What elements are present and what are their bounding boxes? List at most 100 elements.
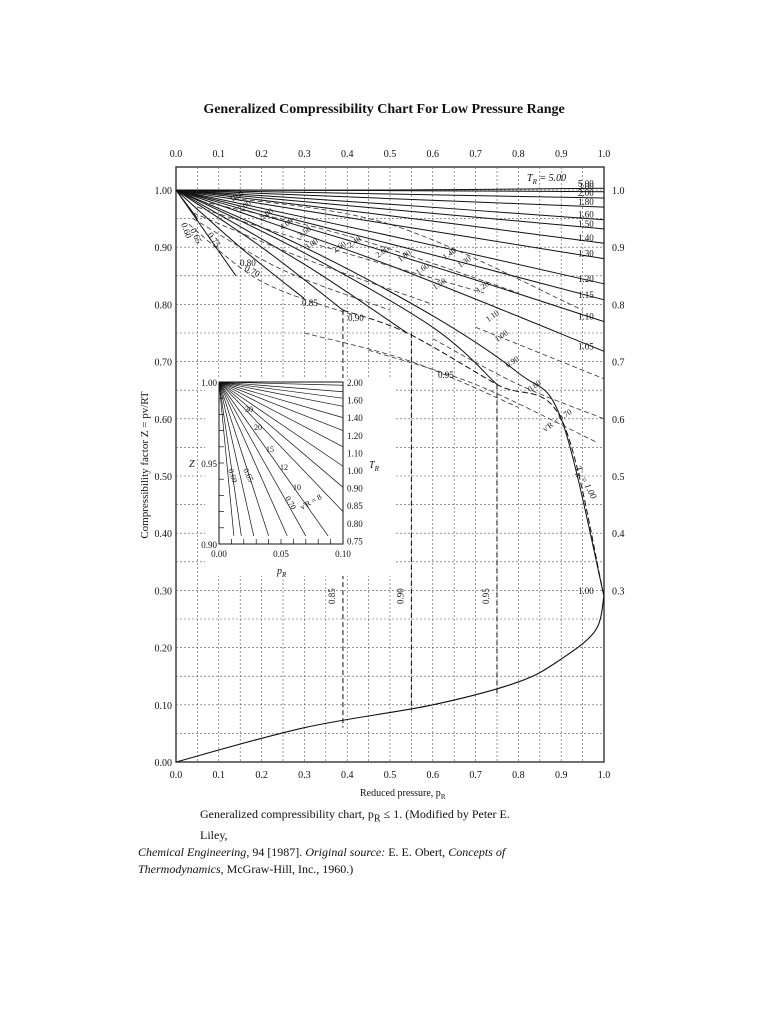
isotherm-tr-1-40: [175, 189, 605, 244]
isotherm-tr-1-80: [175, 189, 605, 208]
x-tick-label-top: 0.4: [341, 149, 354, 160]
saturation-liquid-line: [175, 595, 605, 763]
y-tick-label-right: 0.9: [612, 243, 625, 254]
inset-frame: [218, 381, 344, 545]
inset-x-tick-label: 0.05: [273, 549, 289, 559]
fan-tr-label: 0.95: [438, 370, 454, 380]
x-tick-label-top: 0.2: [255, 149, 268, 160]
isotherm-label: 3.00: [578, 182, 594, 192]
inset-curve: [218, 381, 255, 536]
ideal-volume-line: [432, 338, 605, 420]
x-tick-label-bottom: 0.4: [341, 770, 354, 781]
inset-curve: [218, 381, 344, 393]
ideal-volume-line: [475, 326, 605, 380]
ideal-volume-label: 2.60: [331, 239, 348, 254]
x-tick-label-top: 0.5: [384, 149, 397, 160]
x-tick-label-bottom: 0.1: [213, 770, 226, 781]
isotherm-label: 1.15: [578, 290, 594, 300]
isotherm-tr-0-90: [175, 189, 408, 334]
inset-right-tick-label: 1.00: [347, 466, 363, 476]
y-tick-label-left: 0.10: [155, 701, 173, 712]
isotherm-tr-1-15: [175, 189, 605, 301]
inset-curve: [218, 381, 344, 407]
ideal-volume-line: [192, 212, 433, 305]
x-tick-label-bottom: 1.0: [598, 770, 611, 781]
x-tick-label-top: 1.0: [598, 149, 611, 160]
y-tick-label-right: 0.7: [612, 358, 625, 369]
y-tick-label-left: 0.30: [155, 586, 173, 597]
ideal-volume-line: [188, 224, 356, 317]
isotherm-tr-0-85: [175, 189, 344, 311]
ideal-volume-label: 1.40: [441, 246, 458, 261]
inset-y-tick-label: 0.95: [201, 459, 217, 469]
isotherm-label: 1.10: [578, 312, 594, 322]
inset-right-tick-label: 2.00: [347, 378, 363, 388]
isotherm-tr-1-00: [175, 189, 605, 597]
isotherm-tr-2-00: [175, 189, 605, 199]
fan-tr-label: 0.90: [348, 313, 364, 323]
inset-curve: [218, 381, 307, 537]
y-tick-label-left: 0.00: [155, 758, 173, 769]
inset-curve: [218, 381, 344, 488]
ideal-volume-label: 1.80: [396, 248, 413, 263]
isotherm-tr-3-00: [175, 189, 605, 193]
isotherm-label: 1.20: [578, 274, 594, 284]
inset-y-tick-label: 0.90: [201, 540, 217, 550]
ideal-volume-label: 1.50: [431, 276, 448, 291]
ideal-volume-label: 1.60: [414, 261, 431, 276]
tr-100-label-sub: R: [572, 470, 582, 479]
isotherm-tr-1-50: [175, 189, 605, 230]
inset-curve: [218, 381, 344, 512]
isotherm-label: 2.00: [578, 188, 594, 198]
tr-100-label-value: = 1.00: [578, 472, 599, 500]
isotherm-label: 1.00: [578, 586, 594, 596]
inset-curve-label: 0.60: [226, 468, 239, 484]
x-tick-label-bottom: 0.8: [512, 770, 525, 781]
inset-curve: [218, 381, 344, 448]
x-tick-label-bottom: 0.7: [469, 770, 482, 781]
isotherm-label: 1.80: [578, 197, 594, 207]
inset-curve-label: 30: [245, 405, 253, 414]
x-tick-label-top: 0.9: [555, 149, 568, 160]
ideal-volume-label: 3.50: [296, 224, 313, 239]
inset-curve-label: 20: [254, 423, 262, 432]
figure-caption: Generalized compressibility chart, pR ≤ …: [138, 806, 518, 878]
ideal-volume-label: 5.00: [258, 206, 275, 221]
tr-top-label-value: = 5.00: [537, 173, 566, 184]
x-tick-label-bottom: 0.2: [255, 770, 268, 781]
tie-line-label: 0.85: [327, 588, 337, 604]
ideal-volume-line: [197, 206, 485, 294]
isotherm-tr-1-60: [175, 189, 605, 221]
isotherm-tr-0-95: [175, 189, 498, 385]
inset-x-axis-label-sub: R: [281, 571, 287, 579]
inset-x-axis-label: pR: [276, 566, 287, 579]
inset-right-tick-label: 1.20: [347, 431, 363, 441]
y-tick-label-left: 0.70: [155, 358, 173, 369]
inset-curve: [218, 381, 344, 431]
inset-right-tick-label: 0.90: [347, 484, 363, 494]
isotherm-tr-0-80: [175, 189, 305, 300]
fan-tr-label: 0.80: [240, 258, 256, 268]
inset-curve: [218, 381, 344, 418]
inset-right-tick-label: 0.85: [347, 501, 363, 511]
y-tick-label-left: 0.50: [155, 472, 173, 483]
inset-y-tick-label: 1.00: [201, 378, 217, 388]
page-title: Generalized Compressibility Chart For Lo…: [203, 102, 565, 117]
inset-right-tick-label: 0.75: [347, 536, 363, 546]
saturation-vapor-line: [342, 309, 605, 597]
inset-right-tick-label: 1.40: [347, 413, 363, 423]
inset-curve: [218, 381, 269, 537]
y-axis-label: Compressibility factor Z = pv/RT: [139, 391, 151, 539]
isotherm-tr-1-20: [175, 189, 605, 285]
inset-curve-label: 15: [266, 445, 274, 454]
y-tick-label-left: 0.90: [155, 243, 173, 254]
isotherm-label: 1.50: [578, 219, 594, 229]
isotherm-tr-0-60: [175, 189, 198, 219]
fan-tr-label: 0.75: [205, 230, 223, 249]
x-tick-label-bottom: 0.9: [555, 770, 568, 781]
isotherm-label: 1.60: [578, 210, 594, 220]
isotherm-label: 1.30: [578, 249, 594, 259]
inset-right-label-sub: R: [374, 465, 380, 473]
inset-right-tick-label: 1.60: [347, 396, 363, 406]
inset-curve: [218, 381, 329, 537]
